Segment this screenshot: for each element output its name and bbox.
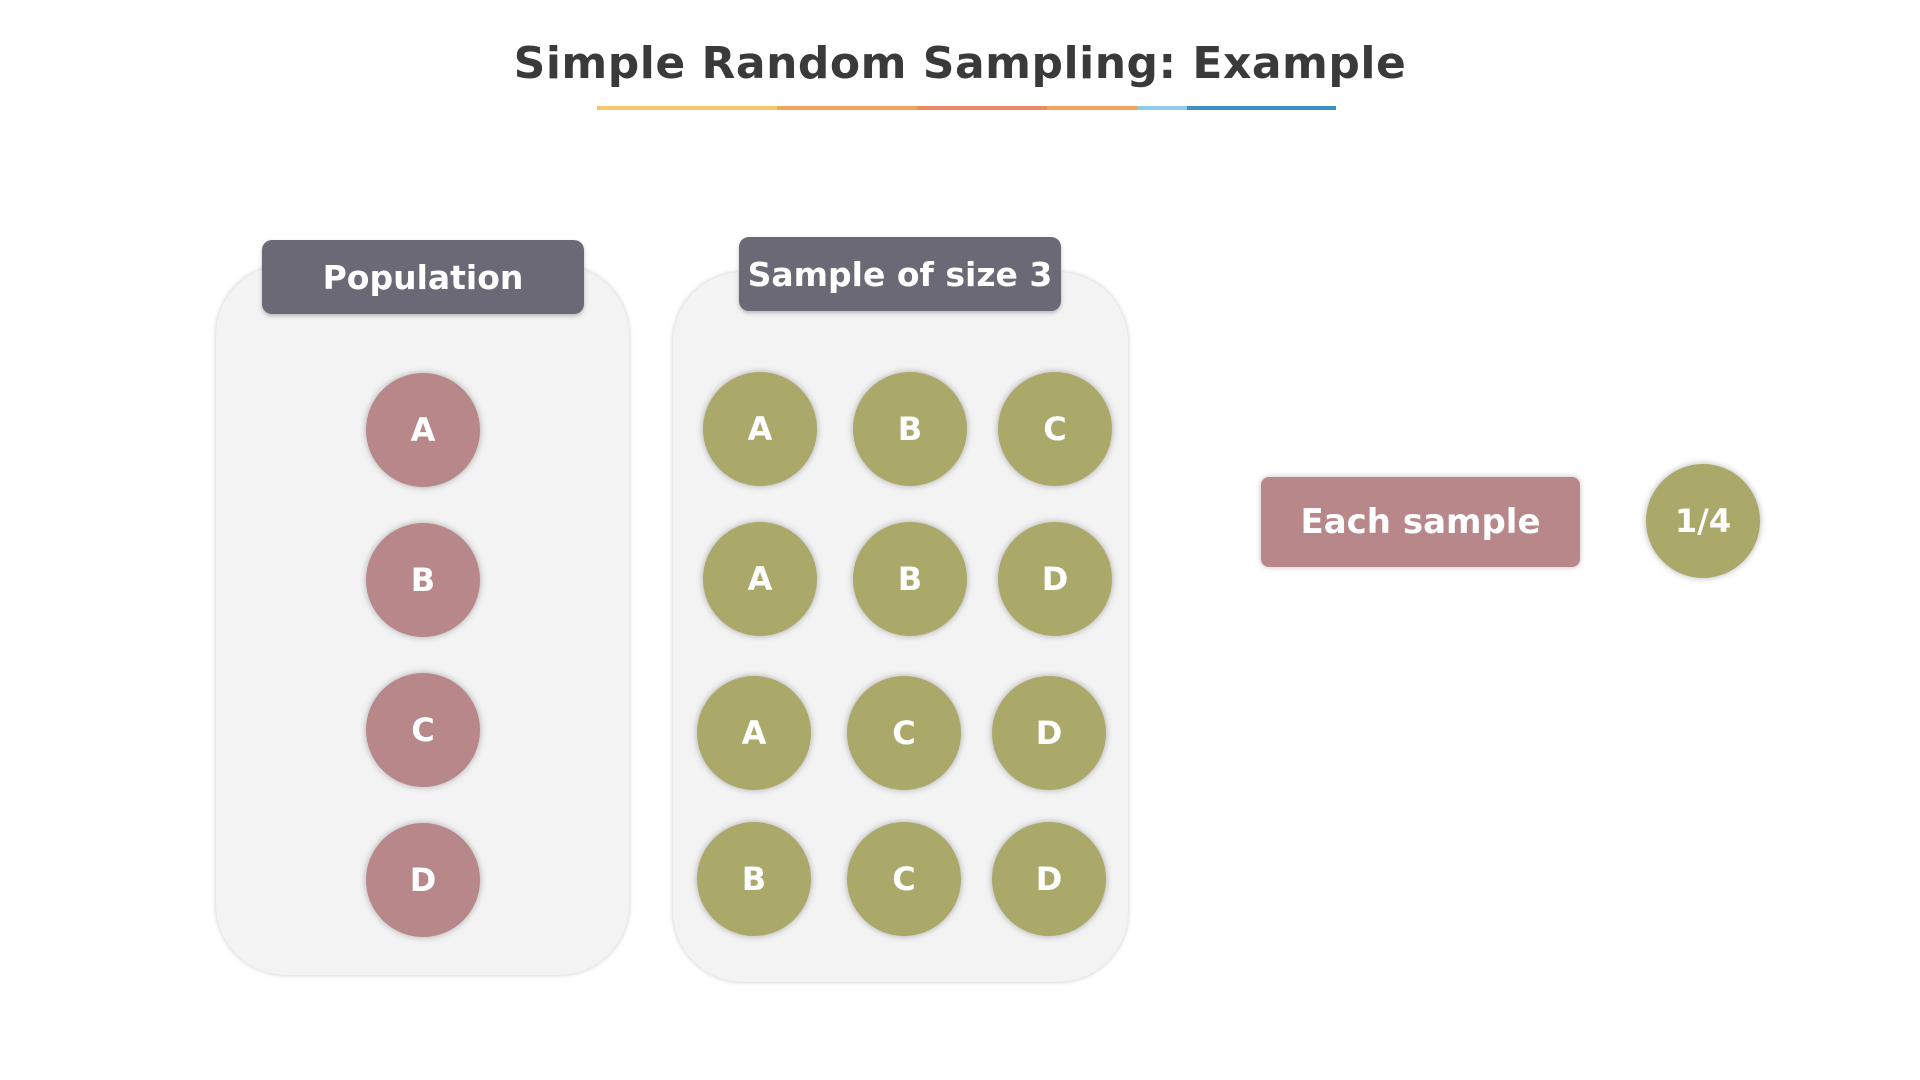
sample-1-item-b: B	[853, 372, 967, 486]
sample-4-item-b: B	[697, 822, 811, 936]
sample-2-item-b: B	[853, 522, 967, 636]
probability-value: 1/4	[1646, 464, 1760, 578]
sample-2-item-a: A	[703, 522, 817, 636]
underline-segment	[597, 106, 777, 110]
sample-3-item-a: A	[697, 676, 811, 790]
underline-segment	[1187, 106, 1336, 110]
underline-segment	[777, 106, 917, 110]
population-item-a: A	[366, 373, 480, 487]
sample-3-item-c: C	[847, 676, 961, 790]
underline-segment	[1137, 106, 1187, 110]
sample-4-item-d: D	[992, 822, 1106, 936]
population-item-b: B	[366, 523, 480, 637]
underline-segment	[917, 106, 1047, 110]
sample-1-item-a: A	[703, 372, 817, 486]
underline-segment	[1047, 106, 1137, 110]
population-item-c: C	[366, 673, 480, 787]
sample-header: Sample of size 3	[739, 237, 1061, 311]
page-title: Simple Random Sampling: Example	[513, 38, 1407, 89]
sample-2-item-d: D	[998, 522, 1112, 636]
sample-3-item-d: D	[992, 676, 1106, 790]
population-item-d: D	[366, 823, 480, 937]
each-sample-label: Each sample	[1261, 477, 1580, 567]
sample-4-item-c: C	[847, 822, 961, 936]
sample-1-item-c: C	[998, 372, 1112, 486]
population-header: Population	[262, 240, 584, 314]
title-underline	[597, 106, 1336, 110]
